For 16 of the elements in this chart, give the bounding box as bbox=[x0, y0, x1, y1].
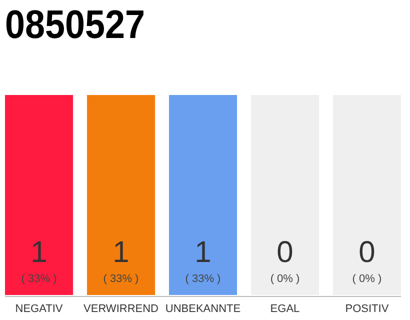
x-tick-label: POSITIV bbox=[345, 303, 390, 315]
data-label: 1 bbox=[194, 236, 212, 269]
annotation: ( 33% ) bbox=[21, 273, 57, 285]
data-label: 0 bbox=[276, 236, 294, 269]
x-tick-label: NEGATIV bbox=[15, 303, 64, 315]
data-label: 1 bbox=[112, 236, 130, 269]
annotation: ( 0% ) bbox=[270, 273, 300, 285]
annotation: ( 33% ) bbox=[103, 273, 139, 285]
chart-title: 0850527 bbox=[5, 3, 161, 47]
data-label: 1 bbox=[30, 236, 48, 269]
x-tick-label: UNBEKANNTE bbox=[165, 303, 241, 315]
x-tick-label: VERWIRREND bbox=[84, 303, 159, 315]
data-label: 0 bbox=[358, 236, 376, 269]
x-tick-label: EGAL bbox=[270, 303, 300, 315]
annotation: ( 33% ) bbox=[185, 273, 221, 285]
annotation: ( 0% ) bbox=[352, 273, 382, 285]
